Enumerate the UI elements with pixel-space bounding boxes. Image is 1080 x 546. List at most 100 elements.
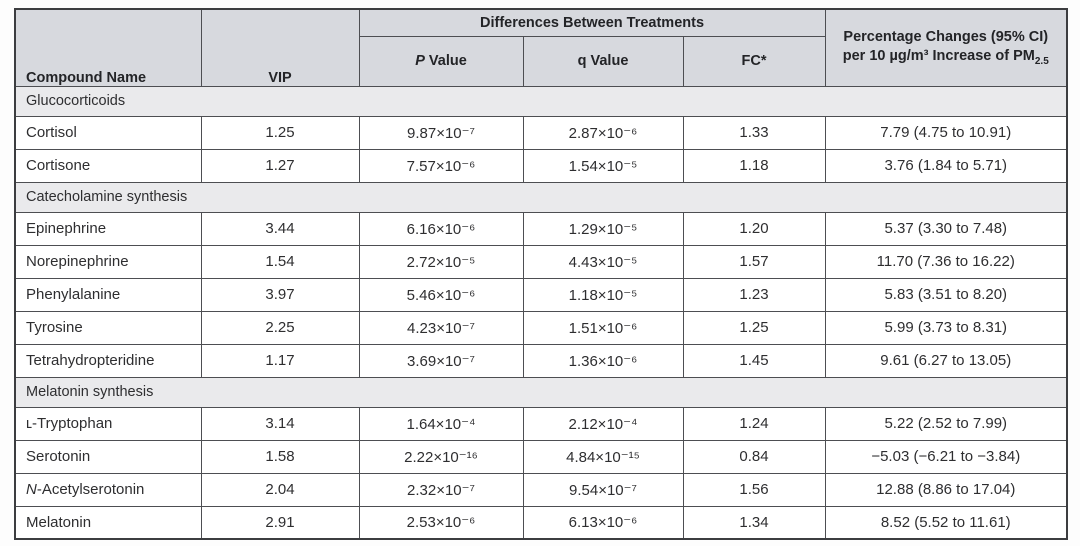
fc-cell: 1.56 [682,472,826,507]
compound-name-cell: Tetrahydropteridine [14,343,202,378]
col-header-q-value: q Value [522,35,684,87]
percentage-change-cell: 11.70 (7.36 to 16.22) [824,244,1068,279]
q-value-cell: 4.84×10⁻¹⁵ [522,439,684,474]
fc-cell: 1.25 [682,310,826,345]
percentage-change-cell: 5.22 (2.52 to 7.99) [824,406,1068,441]
q-value-cell: 9.54×10⁻⁷ [522,472,684,507]
percentage-change-cell: 5.37 (3.30 to 7.48) [824,211,1068,246]
compound-name-text: Tyrosine [26,319,83,336]
p-value-italic-p: P [415,53,425,69]
vip-cell: 3.97 [200,277,360,312]
vip-cell: 1.27 [200,148,360,183]
q-value-cell: 1.36×10⁻⁶ [522,343,684,378]
section-label: Catecholamine synthesis [14,181,1068,213]
percentage-header-text: Percentage Changes (95% CI) per 10 µg/m³… [842,28,1049,64]
table-row-melatonin: Melatonin 2.91 2.53×10⁻⁶ 6.13×10⁻⁶ 1.34 … [14,505,1068,540]
fc-cell: 1.45 [682,343,826,378]
vip-cell: 1.17 [200,343,360,378]
table-row-tetrahydropteridine: Tetrahydropteridine 1.17 3.69×10⁻⁷ 1.36×… [14,343,1068,378]
fc-cell: 1.24 [682,406,826,441]
section-row-catecholamine-synthesis: Catecholamine synthesis [14,181,1068,213]
section-row-glucocorticoids: Glucocorticoids [14,85,1068,117]
p-value-cell: 2.32×10⁻⁷ [358,472,524,507]
compound-name-text: Serotonin [26,448,91,465]
percentage-change-cell: 12.88 (8.86 to 17.04) [824,472,1068,507]
compound-name-text: Cortisone [26,157,91,174]
p-value-cell: 2.22×10⁻¹⁶ [358,439,524,474]
compound-name-cell: Norepinephrine [14,244,202,279]
col-header-fc: FC* [682,35,826,87]
compound-name-text: Epinephrine [26,220,107,237]
vip-cell: 1.58 [200,439,360,474]
col-header-percentage-changes: Percentage Changes (95% CI) per 10 µg/m³… [824,8,1068,87]
q-value-cell: 1.29×10⁻⁵ [522,211,684,246]
q-value-cell: 2.12×10⁻⁴ [522,406,684,441]
table-row-cortisol: Cortisol 1.25 9.87×10⁻⁷ 2.87×10⁻⁶ 1.33 7… [14,115,1068,150]
p-value-cell: 9.87×10⁻⁷ [358,115,524,150]
p-value-cell: 5.46×10⁻⁶ [358,277,524,312]
table-row-cortisone: Cortisone 1.27 7.57×10⁻⁶ 1.54×10⁻⁵ 1.18 … [14,148,1068,183]
percentage-change-cell: 9.61 (6.27 to 13.05) [824,343,1068,378]
p-value-cell: 7.57×10⁻⁶ [358,148,524,183]
compound-name-text: ʟ-Tryptophan [26,415,113,432]
q-value-cell: 1.54×10⁻⁵ [522,148,684,183]
vip-cell: 1.25 [200,115,360,150]
vip-cell: 1.54 [200,244,360,279]
compound-name-text: Cortisol [26,124,77,141]
percentage-change-cell: 3.76 (1.84 to 5.71) [824,148,1068,183]
table-row-phenylalanine: Phenylalanine 3.97 5.46×10⁻⁶ 1.18×10⁻⁵ 1… [14,277,1068,312]
p-value-cell: 4.23×10⁻⁷ [358,310,524,345]
fc-cell: 1.34 [682,505,826,540]
q-value-cell: 6.13×10⁻⁶ [522,505,684,540]
table-row-epinephrine: Epinephrine 3.44 6.16×10⁻⁶ 1.29×10⁻⁵ 1.2… [14,211,1068,246]
q-value-cell: 4.43×10⁻⁵ [522,244,684,279]
compound-name-cell: Cortisone [14,148,202,183]
compound-name-cell: Tyrosine [14,310,202,345]
p-value-cell: 2.53×10⁻⁶ [358,505,524,540]
fc-cell: 1.20 [682,211,826,246]
q-value-cell: 1.18×10⁻⁵ [522,277,684,312]
fc-cell: 1.33 [682,115,826,150]
table-row-norepinephrine: Norepinephrine 1.54 2.72×10⁻⁵ 4.43×10⁻⁵ … [14,244,1068,279]
compound-name-prefix: N [26,481,37,498]
table-row-tyrosine: Tyrosine 2.25 4.23×10⁻⁷ 1.51×10⁻⁶ 1.25 5… [14,310,1068,345]
compound-name-cell: Cortisol [14,115,202,150]
pm25-subscript: 2.5 [1034,55,1049,67]
col-header-compound: Compound Name [14,8,202,87]
col-header-vip: VIP [200,8,360,87]
compound-name-cell: Serotonin [14,439,202,474]
vip-cell: 3.14 [200,406,360,441]
fc-cell: 1.23 [682,277,826,312]
metabolites-table: Compound Name VIP Differences Between Tr… [14,8,1069,540]
col-group-differences-between-treatments: Differences Between Treatments [358,8,826,37]
compound-name-text: Tetrahydropteridine [26,352,155,369]
p-value-cell: 2.72×10⁻⁵ [358,244,524,279]
compound-name-cell: ʟ-Tryptophan [14,406,202,441]
compound-name-text: -Acetylserotonin [36,481,145,498]
compound-name-text: Melatonin [26,513,92,531]
compound-name-cell: Melatonin [14,505,202,540]
fc-cell: 1.18 [682,148,826,183]
percentage-change-cell: −5.03 (−6.21 to −3.84) [824,439,1068,474]
percentage-change-cell: 7.79 (4.75 to 10.91) [824,115,1068,150]
q-value-cell: 1.51×10⁻⁶ [522,310,684,345]
vip-cell: 2.25 [200,310,360,345]
col-header-p-value: P Value [358,35,524,87]
compound-name-cell: Epinephrine [14,211,202,246]
section-label: Melatonin synthesis [14,376,1068,408]
table-row-l-tryptophan: ʟ-Tryptophan 3.14 1.64×10⁻⁴ 2.12×10⁻⁴ 1.… [14,406,1068,441]
section-label: Glucocorticoids [14,85,1068,117]
percentage-change-cell: 5.99 (3.73 to 8.31) [824,310,1068,345]
compound-name-text: Phenylalanine [26,286,121,303]
percentage-change-cell: 5.83 (3.51 to 8.20) [824,277,1068,312]
table-row-serotonin: Serotonin 1.58 2.22×10⁻¹⁶ 4.84×10⁻¹⁵ 0.8… [14,439,1068,474]
compound-name-text: Norepinephrine [26,253,129,270]
table-row-n-acetylserotonin: N-Acetylserotonin 2.04 2.32×10⁻⁷ 9.54×10… [14,472,1068,507]
vip-cell: 2.04 [200,472,360,507]
section-row-melatonin-synthesis: Melatonin synthesis [14,376,1068,408]
compound-name-cell: N-Acetylserotonin [14,472,202,507]
fc-cell: 1.57 [682,244,826,279]
vip-cell: 2.91 [200,505,360,540]
fc-cell: 0.84 [682,439,826,474]
